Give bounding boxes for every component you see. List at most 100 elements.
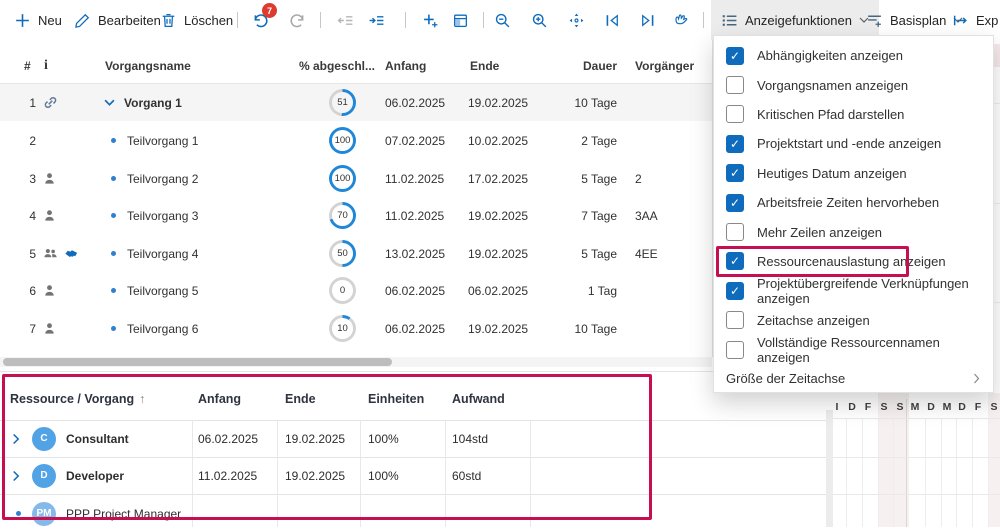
task-name[interactable]: Teilvorgang 6 [127, 321, 199, 336]
col-header-predecessor[interactable]: Vorgänger [635, 58, 695, 73]
row-divider [0, 457, 826, 458]
resource-name[interactable]: PPP Project Manager [66, 506, 182, 521]
checkbox[interactable]: ✓ [726, 134, 744, 153]
resource-name[interactable]: Developer [66, 468, 125, 483]
redo-button[interactable] [289, 0, 306, 40]
checkbox[interactable]: ✓ [726, 193, 744, 212]
col-header-percent[interactable]: % abgeschl... [298, 58, 375, 73]
col-header-start[interactable]: Anfang [385, 58, 427, 73]
collapse-chevron-icon[interactable] [104, 84, 115, 121]
menu-item-projektuebergreifende-verknuepfungen[interactable]: ✓ Projektübergreifende Verknüpfungen anz… [714, 276, 993, 306]
resource-row[interactable]: C Consultant 06.02.2025 19.02.2025 100% … [0, 420, 826, 457]
delete-button[interactable]: Löschen [160, 0, 233, 40]
gantt-week-divider [906, 399, 907, 527]
day-letter: S [990, 401, 998, 413]
task-end: 10.02.2025 [468, 133, 529, 148]
task-name[interactable]: Teilvorgang 2 [127, 171, 199, 186]
display-options-button[interactable]: Anzeigefunktionen [711, 0, 879, 40]
resource-row[interactable]: PM PPP Project Manager [0, 495, 826, 527]
menu-item-ressourcenauslastung[interactable]: ✓ Ressourcenauslastung anzeigen [714, 247, 993, 276]
task-row[interactable]: 3 Teilvorgang 2 100 11.02.2025 17.02.202… [0, 160, 712, 197]
task-row[interactable]: 5 Teilvorgang 4 50 13.02.2025 19.02.2025… [0, 235, 712, 272]
col-header-duration[interactable]: Dauer [582, 58, 617, 73]
checkbox[interactable] [726, 105, 744, 124]
task-name[interactable]: Teilvorgang 1 [127, 133, 199, 148]
progress-ring: 51 [329, 89, 356, 116]
task-name[interactable]: Teilvorgang 5 [127, 283, 199, 298]
day-letter: D [848, 401, 856, 413]
person-icon [45, 173, 54, 184]
menu-item-groesse-der-zeitachse[interactable]: Größe der Zeitachse [714, 364, 993, 393]
col-header-number[interactable]: # [24, 58, 31, 73]
go-to-end-button[interactable] [639, 0, 656, 40]
collapse-panel-icon [454, 14, 467, 27]
task-row[interactable]: 4 Teilvorgang 3 70 11.02.2025 19.02.2025… [0, 197, 712, 234]
resource-name[interactable]: Consultant [66, 431, 129, 446]
checkbox[interactable] [726, 223, 744, 242]
menu-item-mehr-zeilen[interactable]: Mehr Zeilen anzeigen [714, 217, 993, 246]
checkbox[interactable]: ✓ [726, 252, 744, 271]
gantt-gridline [956, 418, 957, 527]
menu-item-zeitachse[interactable]: Zeitachse anzeigen [714, 306, 993, 335]
new-task-button[interactable]: Neu [14, 0, 62, 40]
zoom-out-button[interactable] [494, 0, 511, 40]
checkbox[interactable] [726, 76, 744, 95]
table-right-border [712, 40, 713, 357]
task-row[interactable]: 2 Teilvorgang 1 100 07.02.2025 10.02.202… [0, 122, 712, 159]
menu-item-heutiges-datum[interactable]: ✓ Heutiges Datum anzeigen [714, 159, 993, 188]
task-row[interactable]: 7 Teilvorgang 6 10 06.02.2025 19.02.2025… [0, 310, 712, 347]
task-row[interactable]: 1 Vorgang 1 51 06.02.2025 19.02.2025 10 … [0, 84, 712, 121]
checkbox[interactable]: ✓ [726, 164, 744, 183]
task-row[interactable]: 6 Teilvorgang 5 0 06.02.2025 06.02.2025 … [0, 272, 712, 309]
col-header-effort[interactable]: Aufwand [452, 392, 505, 406]
resource-row[interactable]: D Developer 11.02.2025 19.02.2025 100% 6… [0, 457, 826, 494]
horizontal-scrollbar-thumb[interactable] [3, 358, 392, 366]
zoom-in-icon [532, 13, 547, 27]
scroll-to-task-button[interactable] [672, 0, 689, 40]
task-info-icons [42, 310, 57, 347]
task-number: 5 [29, 246, 36, 261]
baseline-button[interactable]: Basisplan [866, 0, 963, 40]
col-header-resource[interactable]: Ressource / Vorgang ↑ [10, 392, 146, 406]
checkbox[interactable]: ✓ [726, 46, 744, 65]
sort-ascending-icon: ↑ [139, 392, 146, 406]
delete-label: Löschen [184, 12, 234, 28]
horizontal-scrollbar[interactable] [0, 357, 712, 367]
checkbox[interactable] [726, 340, 744, 359]
zoom-in-button[interactable] [531, 0, 548, 40]
checkbox[interactable]: ✓ [726, 281, 744, 300]
col-header-end[interactable]: Ende [470, 58, 500, 73]
resource-units: 100% [368, 468, 399, 483]
vertical-scrollbar[interactable] [826, 410, 833, 527]
col-header-info[interactable]: i [44, 57, 48, 73]
resource-bullet-icon [16, 511, 21, 516]
task-duration: 10 Tage [574, 95, 618, 110]
progress-ring: 70 [329, 202, 356, 229]
task-bullet-icon [111, 326, 116, 331]
menu-item-projektstart-ende[interactable]: ✓ Projektstart und -ende anzeigen [714, 129, 993, 158]
expand-chevron-icon[interactable] [12, 420, 21, 457]
menu-item-vorgangsnamen[interactable]: Vorgangsnamen anzeigen [714, 70, 993, 99]
col-header-end[interactable]: Ende [285, 392, 316, 406]
col-header-start[interactable]: Anfang [198, 392, 242, 406]
indent-button[interactable] [368, 0, 385, 40]
go-to-start-button[interactable] [604, 0, 621, 40]
task-name[interactable]: Teilvorgang 4 [127, 246, 199, 261]
outdent-button[interactable] [337, 0, 354, 40]
undo-button[interactable] [252, 0, 269, 40]
menu-item-vollstaendige-ressourcennamen[interactable]: Vollständige Ressourcennamen anzeigen [714, 335, 993, 365]
expand-chevron-icon[interactable] [12, 457, 21, 494]
zoom-fit-button[interactable] [568, 0, 585, 40]
menu-item-arbeitsfreie-zeiten[interactable]: ✓ Arbeitsfreie Zeiten hervorheben [714, 188, 993, 217]
task-name[interactable]: Vorgang 1 [124, 95, 182, 110]
col-header-name[interactable]: Vorgangsname [105, 58, 191, 73]
export-button[interactable]: Exp [952, 0, 998, 40]
menu-item-abhaengigkeiten[interactable]: ✓ Abhängigkeiten anzeigen [714, 41, 993, 70]
collapse-panel-button[interactable] [452, 0, 469, 40]
checkbox[interactable] [726, 311, 744, 330]
add-subtask-button[interactable] [422, 0, 439, 40]
task-name[interactable]: Teilvorgang 3 [127, 208, 199, 223]
menu-item-kritischer-pfad[interactable]: Kritischen Pfad darstellen [714, 100, 993, 129]
edit-button[interactable]: Bearbeiten [74, 0, 161, 40]
col-header-units[interactable]: Einheiten [368, 392, 425, 406]
